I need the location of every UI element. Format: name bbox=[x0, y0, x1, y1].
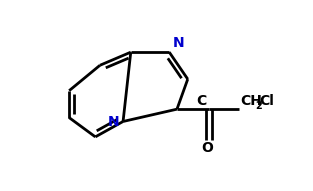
Text: CH: CH bbox=[240, 94, 262, 108]
Text: N: N bbox=[108, 115, 119, 129]
Text: N: N bbox=[172, 36, 184, 50]
Text: C: C bbox=[196, 94, 206, 108]
Text: O: O bbox=[201, 142, 213, 155]
Text: Cl: Cl bbox=[259, 94, 274, 108]
Text: 2: 2 bbox=[255, 101, 262, 111]
